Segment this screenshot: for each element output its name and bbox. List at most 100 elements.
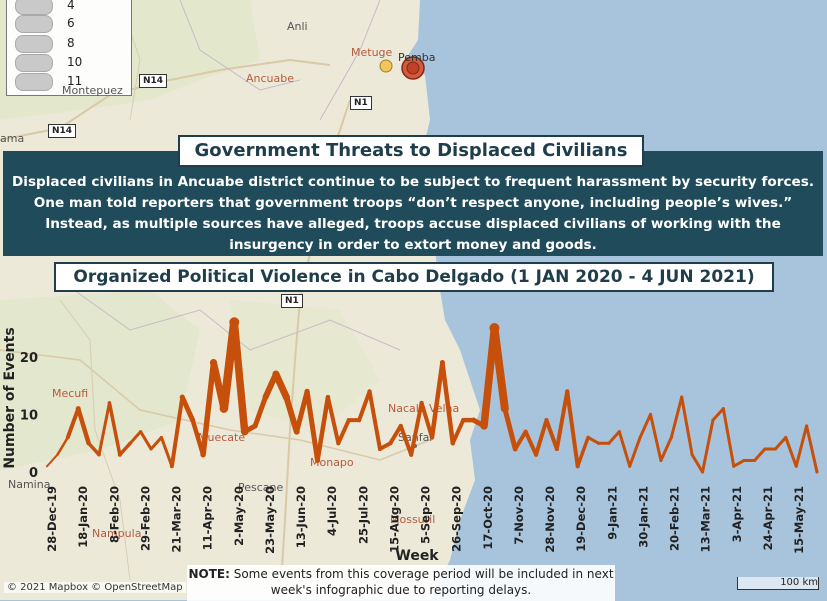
data-point: [388, 441, 393, 446]
data-point: [159, 435, 163, 439]
y-tick-label: 20: [20, 351, 38, 366]
line-segment: [283, 394, 300, 435]
line-segment: [701, 418, 715, 474]
line-segment: [388, 423, 403, 446]
line-segment: [732, 458, 746, 468]
x-tick-label: 25-Jul-20: [356, 486, 370, 544]
x-tick-label: 26-Sep-20: [450, 486, 464, 552]
data-point: [346, 418, 351, 423]
legend-label: 10: [67, 55, 83, 69]
data-point: [815, 470, 819, 474]
data-point: [75, 406, 81, 412]
data-point: [732, 464, 736, 468]
line-segment: [565, 389, 580, 469]
road-label-n1: N1: [281, 294, 303, 308]
line-segment: [179, 394, 196, 423]
data-point: [501, 405, 508, 412]
line-segment: [659, 435, 673, 462]
line-segment: [315, 394, 331, 463]
line-segment: [118, 441, 132, 457]
data-point: [209, 359, 217, 367]
x-tick-label: 5-Sep-20: [419, 486, 433, 544]
data-point: [659, 458, 663, 462]
road-minor-3: [59, 299, 131, 581]
data-point: [409, 452, 414, 457]
road-label-n1: N1: [350, 96, 372, 110]
line-segment: [753, 447, 767, 462]
data-point: [481, 423, 487, 429]
place-label-ancuabe: Ancuabe: [246, 72, 295, 85]
x-tick-label: 29-Feb-20: [138, 486, 152, 551]
data-point: [439, 360, 445, 366]
x-tick-label: 2-May-20: [232, 486, 246, 546]
line-segment: [139, 430, 153, 451]
data-point: [554, 446, 559, 451]
line-segment: [554, 389, 570, 451]
line-segment: [149, 435, 163, 451]
legend-bubble: [15, 35, 53, 53]
data-point: [701, 470, 705, 474]
place-label-balama: ama: [0, 132, 25, 145]
line-segment: [56, 436, 70, 456]
line-segment: [490, 324, 509, 413]
line-segment: [513, 429, 528, 451]
metuge-event-marker: [379, 59, 393, 73]
data-point: [139, 430, 143, 434]
data-point: [107, 401, 111, 405]
data-point: [489, 323, 500, 333]
data-point: [46, 465, 48, 468]
data-point: [357, 418, 362, 423]
line-segment: [502, 406, 518, 452]
legend-label: 4: [67, 0, 75, 12]
x-tick-label: 15-Aug-20: [387, 486, 401, 553]
line-segment: [649, 412, 663, 462]
data-point: [607, 441, 611, 445]
data-point: [304, 388, 310, 394]
line-segment: [294, 388, 310, 435]
place-label-mecufi: Mecufi: [52, 387, 89, 400]
description-banner: Displaced civilians in Ancuabe district …: [3, 151, 823, 256]
line-segment: [690, 453, 705, 474]
data-point: [534, 452, 539, 457]
line-segment: [325, 395, 341, 446]
data-point: [523, 429, 528, 434]
note-label: NOTE:: [188, 567, 230, 581]
data-point: [586, 435, 590, 439]
x-tick-label: 21-Mar-20: [170, 486, 184, 552]
data-point: [170, 464, 174, 468]
data-point: [56, 453, 59, 456]
data-point: [272, 370, 280, 378]
legend-item: 10: [15, 54, 125, 72]
line-segment: [398, 423, 414, 457]
x-tick-label: 28-Dec-19: [45, 486, 59, 552]
map-attribution[interactable]: © 2021 Mapbox © OpenStreetMap: [4, 582, 186, 593]
line-segment: [252, 394, 269, 429]
place-label-namina: Namina: [8, 478, 51, 491]
line-segment: [128, 430, 143, 445]
legend-bubble: [15, 15, 53, 33]
data-point: [315, 457, 321, 463]
data-point: [628, 464, 632, 468]
data-point: [149, 447, 153, 451]
data-point: [513, 446, 518, 451]
line-segment: [272, 370, 290, 401]
x-tick-label: 13-Mar-21: [699, 486, 713, 552]
legend-box: 4 6 8 10 11: [6, 0, 132, 96]
line-segment: [669, 395, 684, 439]
place-label-mossuril: Mossuril: [390, 513, 436, 526]
data-point: [575, 464, 580, 469]
line-segment: [628, 435, 642, 468]
data-point: [229, 317, 240, 328]
line-segment: [429, 360, 445, 440]
y-tick-label: 0: [29, 466, 38, 481]
legend-item: 11: [15, 73, 125, 91]
data-point: [763, 447, 767, 451]
y-tick-label: 10: [20, 408, 38, 423]
place-label-pescane: Pescane: [238, 481, 284, 494]
data-point: [617, 430, 621, 434]
x-tick-label: 18-Jan-20: [76, 486, 90, 548]
legend-item: 4: [15, 0, 125, 15]
data-point: [794, 464, 798, 468]
data-point: [430, 435, 434, 440]
place-label-metuge: Metuge: [351, 46, 393, 59]
